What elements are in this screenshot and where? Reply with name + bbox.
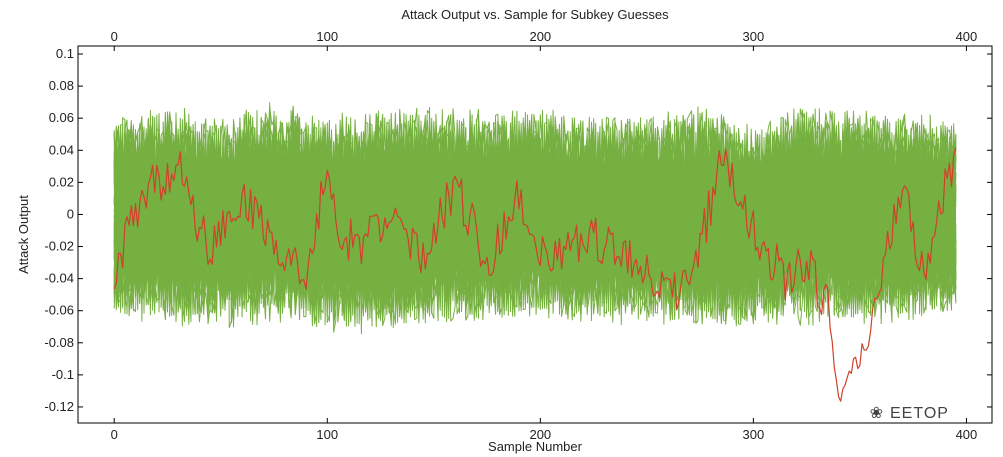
plot-area: [113, 102, 957, 402]
x-tick-label: 0: [111, 427, 118, 442]
x-tick-label-top: 0: [111, 29, 118, 44]
y-tick-label: 0: [67, 206, 74, 221]
correct-guess-trace: [113, 146, 957, 402]
y-tick-label: -0.08: [44, 335, 74, 350]
wrong-guess-trace: [113, 133, 957, 297]
watermark: ❀ EETOP: [870, 405, 949, 422]
x-tick-label-top: 100: [316, 29, 338, 44]
y-tick-label: 0.08: [49, 78, 74, 93]
y-tick-label: 0.1: [56, 46, 74, 61]
y-tick-label: -0.06: [44, 303, 74, 318]
chart-title: Attack Output vs. Sample for Subkey Gues…: [401, 7, 669, 22]
wrong-guess-trace: [113, 139, 957, 298]
y-tick-label: 0.06: [49, 110, 74, 125]
x-tick-label-top: 400: [956, 29, 978, 44]
y-tick-label: -0.12: [44, 399, 74, 414]
plot-frame: [77, 45, 993, 424]
x-tick-label-top: 200: [529, 29, 551, 44]
x-tick-label: 100: [316, 427, 338, 442]
y-tick-label: -0.04: [44, 271, 74, 286]
x-tick-label-top: 300: [743, 29, 765, 44]
axes: 0 0 100 100 200 200 300 300 400 400 0.1 0.08 0.06 0.0…: [44, 29, 992, 442]
x-axis-title: Sample Number: [488, 439, 583, 454]
x-tick-label: 300: [743, 427, 765, 442]
watermark-text: EETOP: [890, 405, 949, 422]
watermark-logo-icon: ❀: [870, 405, 884, 422]
y-tick-label: 0.02: [49, 174, 74, 189]
y-tick-label: -0.1: [52, 367, 74, 382]
y-axis-title: Attack Output: [16, 195, 31, 274]
x-tick-label: 200: [529, 427, 551, 442]
wrong-guess-trace: [113, 111, 957, 325]
y-tick-label: -0.02: [44, 239, 74, 254]
x-tick-label: 400: [956, 427, 978, 442]
y-tick-label: 0.04: [49, 142, 74, 157]
